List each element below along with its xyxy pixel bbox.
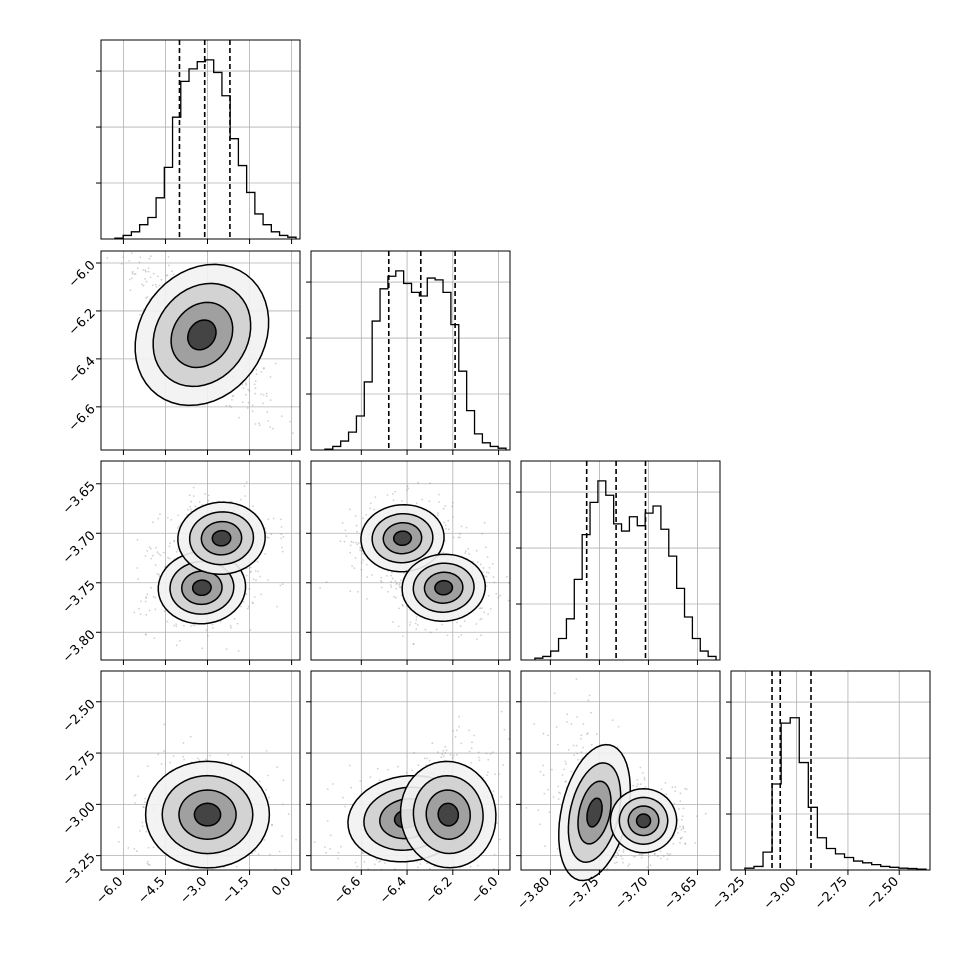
x-tick-label: −3.65 <box>662 874 701 913</box>
y-tick-label: −3.75 <box>60 578 99 617</box>
x-tick-label: −3.00 <box>761 874 800 913</box>
histogram-p2 <box>534 480 717 660</box>
density-contour <box>187 319 217 351</box>
scatter-panel-p0-p3: −6.0 −4.5 −3.0 −1.5 0.0 −2.50 −2.75 −3.00 −3.25 <box>60 670 301 907</box>
x-tick-label: −3.70 <box>612 874 651 913</box>
density-contour <box>193 802 222 827</box>
hist-panel-p3: −3.25 −3.00 −2.75 −2.50 <box>709 670 931 913</box>
y-tick-label: −3.65 <box>60 479 99 518</box>
x-tick-label: −2.50 <box>863 874 902 913</box>
y-tick-label: −3.00 <box>60 799 99 838</box>
scatter-panel-p1-p3: −6.6 −6.4 −6.2 −6.0 <box>306 670 511 907</box>
scatter-panel-p2-p3: −3.80 −3.75 −3.70 −3.65 <box>514 670 721 913</box>
y-tick-label: −2.75 <box>60 748 99 787</box>
y-tick-label: −6.6 <box>66 402 99 435</box>
y-tick-label: −6.0 <box>66 258 99 291</box>
y-tick-label: −6.4 <box>66 354 99 387</box>
x-tick-label: −3.0 <box>177 874 210 907</box>
scatter-panel-p0-p1: −6.0 −6.2 −6.4 −6.6 <box>66 250 301 455</box>
x-tick-label: −2.75 <box>812 874 851 913</box>
y-tick-label: −3.25 <box>60 851 99 890</box>
x-tick-label: −3.25 <box>709 874 748 913</box>
density-contour <box>211 529 232 547</box>
hist-panel-p2 <box>516 460 721 665</box>
scatter-panel-p0-p2: −3.65 −3.70 −3.75 −3.80 <box>60 460 301 666</box>
x-tick-label: −1.5 <box>219 874 252 907</box>
x-tick-label: −6.4 <box>377 874 410 907</box>
x-tick-label: −6.2 <box>423 874 456 907</box>
hist-panel-p0 <box>96 39 301 244</box>
scatter-panel-p1-p2 <box>306 460 511 665</box>
y-tick-label: −2.50 <box>60 697 99 736</box>
y-tick-label: −3.70 <box>60 528 99 567</box>
density-contour <box>635 813 652 829</box>
density-contour <box>191 579 212 597</box>
x-tick-label: −4.5 <box>135 874 168 907</box>
x-tick-label: −3.80 <box>514 874 553 913</box>
density-contour <box>392 530 413 547</box>
x-tick-label: −6.0 <box>468 874 501 907</box>
histogram-p1 <box>324 270 507 450</box>
density-contour <box>586 797 603 828</box>
density-contour <box>437 802 460 827</box>
y-tick-label: −3.80 <box>60 627 99 666</box>
density-contour <box>434 579 454 596</box>
hist-panel-p1 <box>306 250 511 455</box>
x-tick-label: −6.6 <box>331 874 364 907</box>
x-tick-label: 0.0 <box>269 874 294 899</box>
y-tick-label: −6.2 <box>66 306 99 339</box>
x-tick-label: −6.0 <box>93 874 126 907</box>
